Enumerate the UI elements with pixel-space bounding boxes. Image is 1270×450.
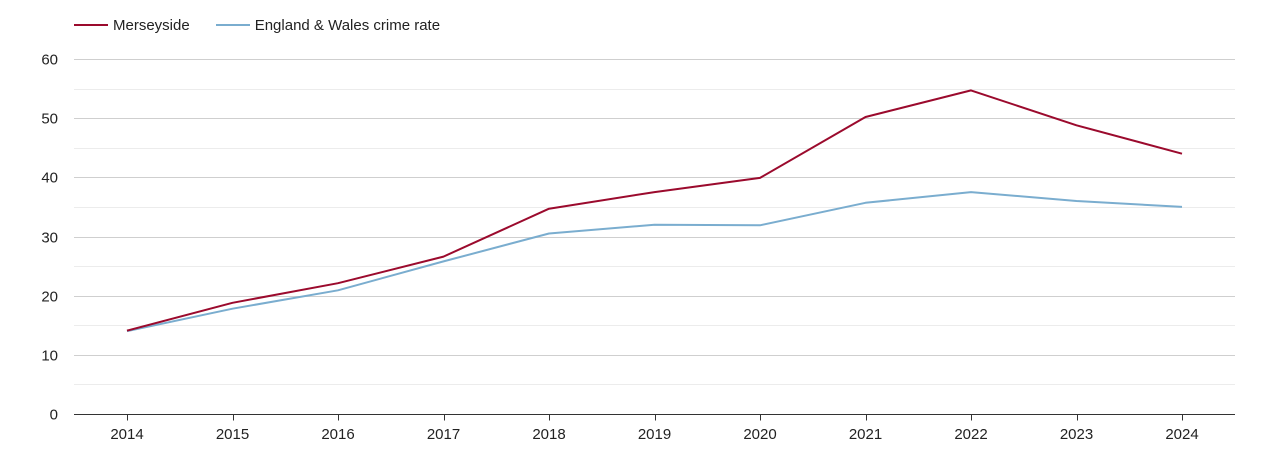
y-tick-label: 30 bbox=[41, 230, 58, 247]
series-line-england-wales-crime-rate bbox=[126, 191, 1183, 333]
x-tick-label: 2014 bbox=[110, 426, 143, 443]
x-tick-label: 2021 bbox=[849, 426, 882, 443]
y-tick-label: 50 bbox=[41, 111, 58, 128]
legend-swatch-merseyside bbox=[74, 24, 108, 26]
legend-label-england-wales: England & Wales crime rate bbox=[254, 16, 441, 34]
x-tick-label: 2017 bbox=[427, 426, 460, 443]
x-tick-label: 2023 bbox=[1060, 426, 1093, 443]
y-tick-label: 10 bbox=[41, 348, 58, 365]
legend-item-england-wales[interactable]: England & Wales crime rate bbox=[215, 16, 441, 34]
legend-label-merseyside: Merseyside bbox=[113, 16, 190, 34]
series-line-merseyside bbox=[126, 89, 1183, 332]
x-tick-label: 2024 bbox=[1165, 426, 1198, 443]
y-tick-label: 0 bbox=[50, 407, 58, 424]
x-tick-label: 2019 bbox=[638, 426, 671, 443]
x-tick-label: 2016 bbox=[321, 426, 354, 443]
y-tick-label: 40 bbox=[41, 170, 58, 187]
legend-item-merseyside[interactable]: Merseyside bbox=[74, 17, 190, 34]
x-tick-label: 2020 bbox=[743, 426, 776, 443]
legend: Merseyside England & Wales crime rate bbox=[74, 14, 466, 36]
legend-swatch-england-wales bbox=[215, 24, 250, 26]
y-tick-label: 20 bbox=[41, 289, 58, 306]
x-tick-label: 2022 bbox=[954, 426, 987, 443]
y-tick-label: 60 bbox=[41, 52, 58, 69]
x-tick-label: 2015 bbox=[216, 426, 249, 443]
x-tick-label: 2018 bbox=[532, 426, 565, 443]
